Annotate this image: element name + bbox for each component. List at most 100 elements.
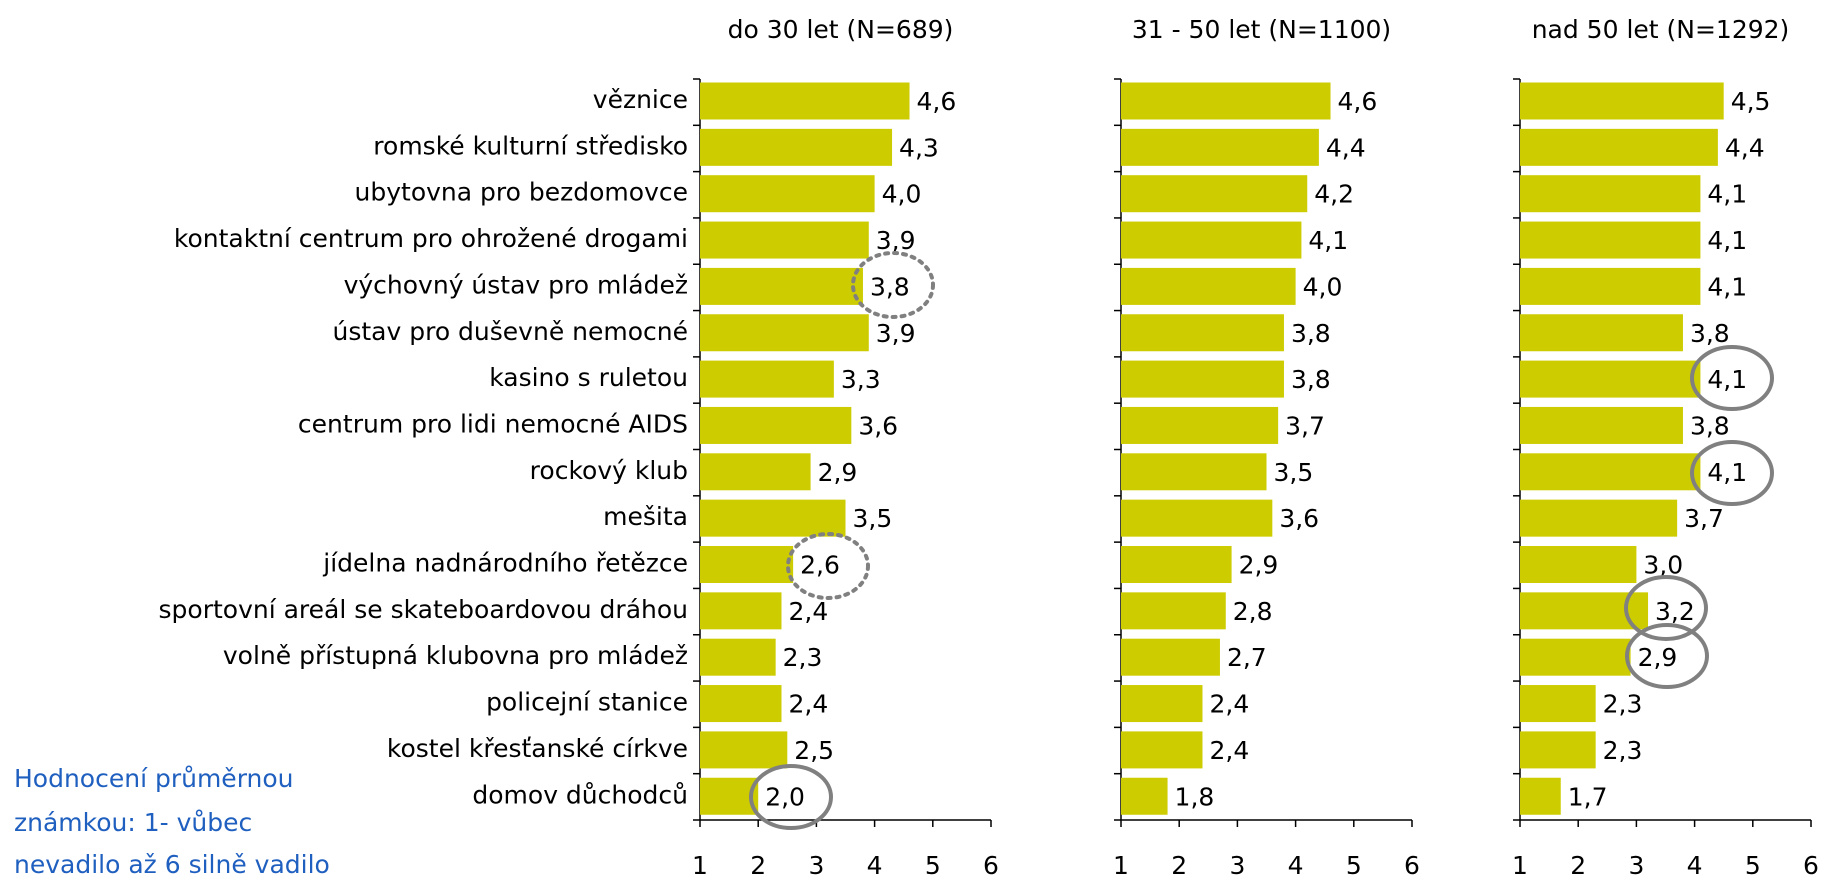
x-tick-label: 4 (1687, 851, 1703, 880)
category-label: centrum pro lidi nemocné AIDS (298, 409, 688, 438)
bar (700, 406, 852, 444)
chart-title: 31 - 50 let (N=1100) (1132, 15, 1391, 44)
value-label: 2,9 (1239, 551, 1279, 580)
value-label: 4,3 (899, 133, 939, 162)
bar (700, 267, 863, 305)
x-tick-label: 3 (1628, 851, 1644, 880)
category-label: sportovní areál se skateboardovou dráhou (159, 595, 688, 624)
value-label: 2,7 (1227, 643, 1267, 672)
bar (1520, 685, 1596, 723)
value-label: 4,4 (1725, 133, 1765, 162)
bar (1121, 592, 1226, 630)
bar (1520, 546, 1637, 583)
bar (700, 82, 910, 120)
category-label: jídelna nadnárodního řetězce (322, 549, 688, 578)
bar (1520, 406, 1683, 444)
highlight (786, 532, 870, 600)
bar (1121, 499, 1273, 537)
value-label: 2,4 (788, 690, 828, 719)
chart-title: do 30 let (N=689) (728, 15, 954, 44)
category-label: rockový klub (530, 456, 688, 485)
highlight (749, 764, 833, 830)
x-tick-label: 5 (1346, 851, 1362, 880)
chart-title: nad 50 let (N=1292) (1532, 15, 1790, 44)
value-label: 4,6 (1338, 87, 1378, 116)
x-tick-label: 3 (1229, 851, 1245, 880)
value-label: 3,3 (841, 365, 881, 394)
bar (1121, 175, 1308, 213)
x-tick-label: 6 (1404, 851, 1420, 880)
value-label: 4,1 (1707, 180, 1747, 209)
bar (1520, 360, 1701, 398)
bar (700, 175, 875, 213)
category-label: domov důchodců (472, 780, 688, 809)
category-label: romské kulturní středisko (373, 131, 688, 160)
bar (1520, 82, 1724, 120)
bar (700, 638, 776, 676)
category-label: věznice (593, 85, 688, 114)
x-tick-label: 1 (692, 851, 708, 880)
bar (700, 777, 759, 815)
value-label: 2,0 (765, 782, 805, 811)
bar (1520, 267, 1701, 305)
bar (700, 314, 869, 352)
bar (1520, 731, 1596, 769)
value-label: 4,1 (1707, 458, 1747, 487)
x-tick-label: 6 (1803, 851, 1819, 880)
bar (1121, 82, 1331, 120)
value-label: 3,7 (1285, 411, 1325, 440)
highlight (1690, 440, 1774, 506)
bar (1520, 175, 1701, 213)
bar (700, 546, 794, 583)
value-label: 2,6 (800, 551, 840, 580)
bar (700, 592, 782, 630)
x-tick-label: 1 (1512, 851, 1528, 880)
value-label: 3,6 (1279, 504, 1319, 533)
value-label: 2,4 (1209, 690, 1249, 719)
value-label: 3,8 (870, 272, 910, 301)
category-label: mešita (603, 502, 688, 531)
value-label: 4,2 (1314, 180, 1354, 209)
bar (1121, 638, 1220, 676)
value-label: 3,0 (1643, 551, 1683, 580)
value-label: 2,3 (1603, 690, 1643, 719)
bar (1520, 499, 1678, 537)
bar (700, 360, 834, 398)
value-label: 4,1 (1707, 365, 1747, 394)
value-label: 4,4 (1326, 133, 1366, 162)
x-tick-label: 1 (1113, 851, 1129, 880)
value-label: 3,2 (1655, 597, 1695, 626)
bar (1520, 128, 1718, 166)
value-label: 3,7 (1684, 504, 1724, 533)
category-label: kasino s ruletou (489, 363, 688, 392)
value-label: 3,8 (1690, 319, 1730, 348)
value-label: 2,8 (1233, 597, 1273, 626)
value-label: 4,5 (1731, 87, 1771, 116)
bar (1121, 406, 1279, 444)
bar (700, 453, 811, 491)
value-label: 2,4 (1209, 736, 1249, 765)
value-label: 1,7 (1568, 782, 1608, 811)
highlight (1625, 623, 1709, 689)
value-label: 3,5 (853, 504, 893, 533)
x-tick-label: 2 (750, 851, 766, 880)
value-label: 4,1 (1707, 272, 1747, 301)
note-line: Hodnocení průměrnou (14, 764, 294, 793)
bar (1520, 314, 1683, 352)
value-label: 2,5 (794, 736, 834, 765)
value-label: 2,3 (1603, 736, 1643, 765)
value-label: 3,8 (1291, 319, 1331, 348)
bar (1520, 777, 1561, 815)
x-tick-label: 3 (808, 851, 824, 880)
note-line: nevadilo až 6 silně vadilo (14, 850, 330, 879)
value-label: 2,9 (818, 458, 858, 487)
bar (1520, 221, 1701, 259)
category-label: policejní stanice (486, 688, 688, 717)
bar (1121, 731, 1203, 769)
bar (700, 128, 893, 166)
plots: do 30 let (N=689) 1 2 3 4 5 6 věznice 4,6 romské … (159, 15, 1819, 880)
value-label: 4,0 (1303, 272, 1343, 301)
value-label: 4,1 (1308, 226, 1348, 255)
bar (1121, 360, 1284, 398)
